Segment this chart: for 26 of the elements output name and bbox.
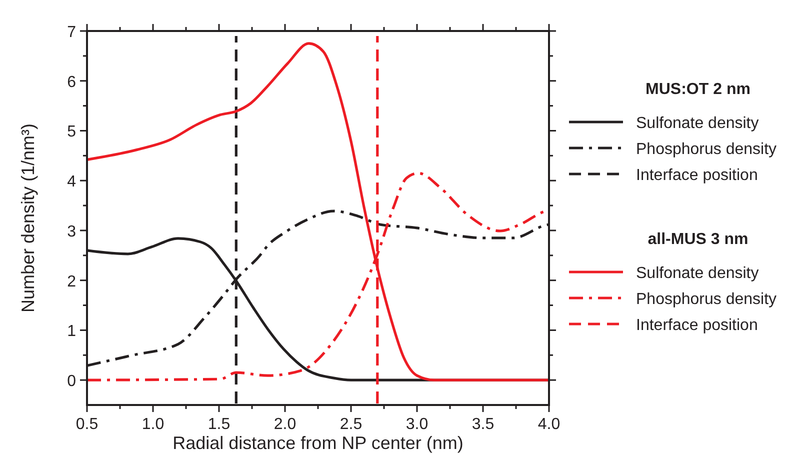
legend-label: Phosphorus density — [636, 141, 777, 158]
legend-label: Phosphorus density — [636, 291, 777, 308]
y-tick-label: 4 — [67, 174, 76, 191]
x-tick-label: 2.5 — [340, 416, 362, 433]
y-tick-label: 2 — [67, 273, 76, 290]
y-tick-label: 6 — [67, 74, 76, 91]
y-tick-label: 0 — [67, 373, 76, 390]
legend-label: Interface position — [636, 317, 758, 334]
x-tick-label: 3.5 — [472, 416, 494, 433]
y-tick-label: 1 — [67, 323, 76, 340]
y-tick-label: 5 — [67, 124, 76, 141]
text: all-MUS 3 nm — [648, 231, 748, 248]
legend-label: Interface position — [636, 167, 758, 184]
y-axis-title: Number density (1/nm³) — [18, 123, 38, 313]
x-axis-title: Radial distance from NP center (nm) — [172, 433, 464, 453]
x-tick-label: 2.0 — [274, 416, 296, 433]
x-tick-label: 3.0 — [406, 416, 428, 433]
y-tick-label: 3 — [67, 223, 76, 240]
x-tick-label: 4.0 — [538, 416, 560, 433]
x-tick-label: 1.0 — [142, 416, 164, 433]
text: MUS:OT 2 nm — [646, 81, 750, 98]
legend-label: Sulfonate density — [636, 265, 759, 282]
y-tick-label: 7 — [67, 24, 76, 41]
x-tick-label: 0.5 — [76, 416, 98, 433]
legend-label: Sulfonate density — [636, 115, 759, 132]
x-tick-label: 1.5 — [208, 416, 230, 433]
